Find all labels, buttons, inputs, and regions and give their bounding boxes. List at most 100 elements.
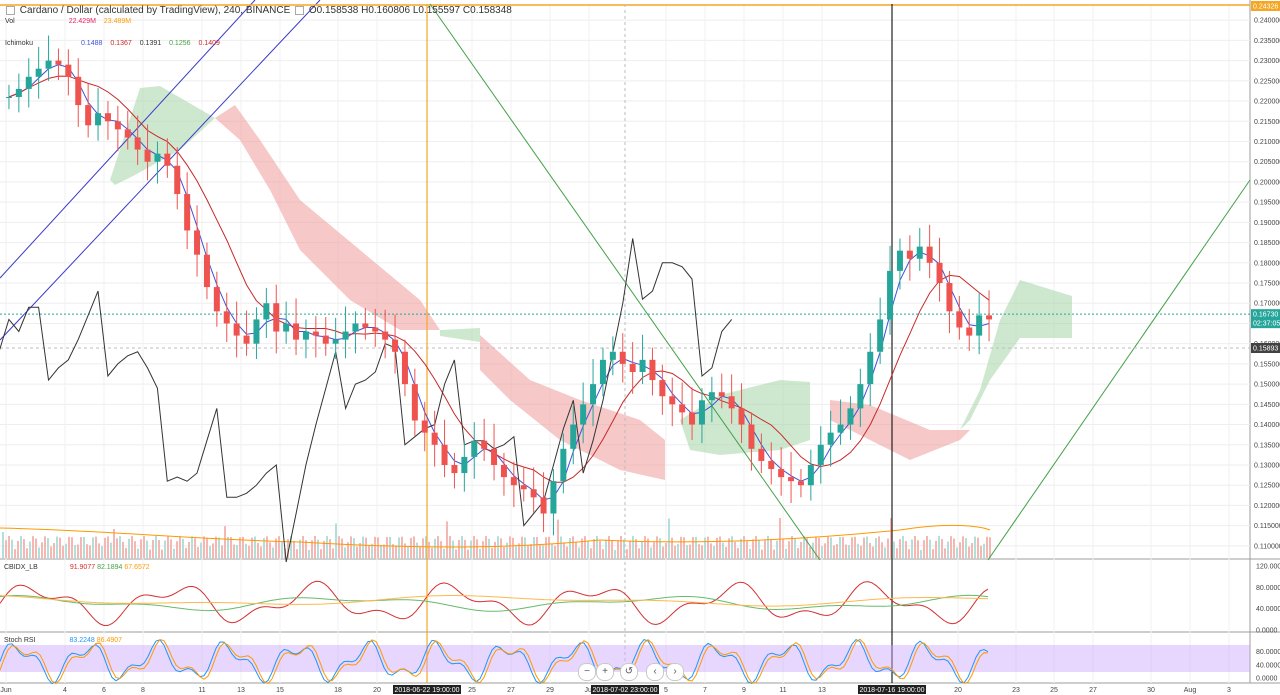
price-tick-label: 0.110000 [1254, 543, 1280, 550]
volume-bar [647, 538, 649, 558]
volume-bar [98, 543, 100, 558]
cbidx-legend[interactable]: CBIDX_LB 91.9077 82.1894 67.6572 [4, 564, 150, 571]
time-tick-label: 6 [102, 687, 106, 694]
volume-bar [110, 542, 112, 558]
volume-bar [761, 549, 763, 558]
volume-bar [773, 549, 775, 558]
volume-bar [719, 536, 721, 558]
volume-bar [398, 537, 400, 558]
time-tick-label: Aug [1184, 687, 1197, 694]
volume-bar [854, 536, 856, 558]
volume-bar [848, 544, 850, 558]
volume-bar [770, 539, 772, 558]
volume-bar [755, 536, 757, 558]
volume-bar [632, 536, 634, 558]
candle-body [293, 323, 300, 340]
volume-bar [92, 537, 94, 558]
time-axis[interactable]: Jun 4 6 8 11 13 15 18 20 25 27 29 Jul 5 7 9 11 13 20 23 25 27… [0, 685, 1231, 694]
ichimoku-legend[interactable]: Ichimoku 0.1488 0.1367 0.1391 0.1256 0.1… [5, 40, 226, 47]
volume-bar [872, 546, 874, 558]
volume-bar [905, 540, 907, 558]
volume-bar [527, 545, 529, 558]
volume-bar [947, 541, 949, 558]
volume-bar [488, 538, 490, 558]
volume-bar [512, 537, 514, 558]
volume-bar [185, 547, 187, 558]
volume-bar [506, 542, 508, 558]
cbidx-tick-label: 0.0000 [1256, 628, 1278, 635]
volume-bar [884, 547, 886, 558]
volume-bar [653, 542, 655, 558]
volume-bar [296, 549, 298, 558]
zoom-in-button[interactable]: + [596, 663, 614, 681]
vol-value-2: 23.489M [103, 18, 132, 25]
volume-bar [467, 549, 469, 558]
time-tick-label: 9 [742, 687, 746, 694]
volume-bar [440, 541, 442, 558]
volume-bar [500, 538, 502, 558]
scroll-left-button[interactable]: ‹ [646, 663, 664, 681]
volume-bar [242, 536, 244, 558]
candle-body [382, 331, 389, 340]
scroll-right-button[interactable]: › [666, 663, 684, 681]
volume-bar [29, 541, 31, 558]
volume-bar [179, 536, 181, 558]
volume-bar [644, 536, 646, 558]
volume-bar [737, 547, 739, 558]
volume-bar [728, 538, 730, 558]
volume-bar [548, 536, 550, 558]
volume-bar [464, 539, 466, 558]
ichimoku-v4: 0.1256 [169, 40, 191, 47]
cbidx-tick-label: 120.0000 [1256, 564, 1280, 571]
volume-bar [698, 544, 700, 558]
volume-bar [311, 540, 313, 558]
volume-bar [683, 537, 685, 558]
vol-legend[interactable]: Vol 22.429M 23.489M [5, 18, 137, 25]
collapse-icon[interactable] [6, 5, 15, 15]
volume-bar [899, 539, 901, 558]
volume-bar [671, 537, 673, 558]
candle-body [104, 113, 111, 122]
volume-bar [575, 542, 577, 558]
candle-body [689, 412, 696, 425]
volume-bar [659, 538, 661, 558]
candle-body [896, 250, 903, 271]
reset-chart-button[interactable]: ↺ [620, 663, 638, 681]
settings-icon[interactable] [295, 5, 305, 15]
volume-bar [479, 548, 481, 558]
candle-body [679, 404, 686, 413]
stoch-legend[interactable]: Stoch RSI 83.2248 86.4907 [4, 637, 122, 644]
volume-bar [533, 536, 535, 558]
time-tick-label: 23 [1012, 687, 1020, 694]
candle-body [362, 323, 369, 328]
volume-bar [14, 549, 16, 558]
volume-bar [17, 540, 19, 558]
time-tag-2-bg [591, 685, 659, 694]
zoom-out-button[interactable]: − [578, 663, 596, 681]
time-tag-1: 2018-06-22 19:00:00 [395, 687, 460, 694]
chikou-line [0, 238, 733, 563]
cloud-red [215, 105, 440, 330]
candle-body [560, 448, 567, 482]
volume-bar [863, 537, 865, 558]
volume-bar [329, 539, 331, 558]
volume-bar [41, 542, 43, 558]
volume-bar [410, 537, 412, 558]
candle-body [421, 420, 428, 433]
volume-bar [326, 536, 328, 558]
candle-body [877, 319, 884, 352]
volume-bar [782, 539, 784, 558]
candle-body [659, 380, 666, 397]
volume-bar [323, 540, 325, 558]
volume-bar [446, 521, 448, 558]
candle-body [322, 335, 329, 344]
volume-bar [785, 548, 787, 558]
candle-body [263, 303, 270, 320]
